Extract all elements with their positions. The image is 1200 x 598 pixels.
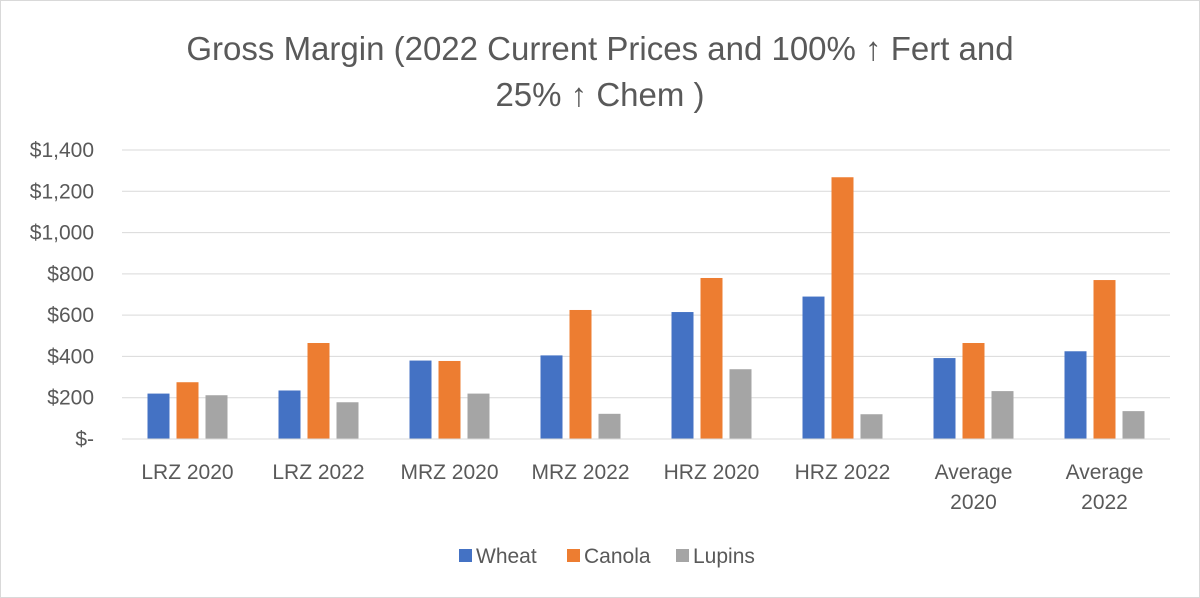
bar-wheat: [540, 355, 563, 439]
bar-wheat: [278, 390, 301, 439]
bar-lupins: [1122, 411, 1145, 439]
legend-label: Wheat: [476, 545, 537, 568]
x-tick-label: 2022: [1081, 491, 1128, 514]
x-tick-label: MRZ 2020: [400, 461, 498, 484]
bar-canola: [1093, 280, 1116, 439]
x-tick-label: LRZ 2022: [272, 461, 364, 484]
bar-canola: [831, 177, 854, 439]
y-tick-label: $-: [75, 428, 94, 451]
legend-swatch: [567, 549, 580, 562]
legend-label: Canola: [584, 545, 651, 568]
x-tick-label: Average: [935, 461, 1013, 484]
bar-lupins: [860, 414, 883, 439]
x-tick-label: 2020: [950, 491, 997, 514]
bar-wheat: [802, 296, 825, 439]
chart-title-line-2: 25% ↑ Chem ): [495, 76, 705, 113]
bar-lupins: [991, 391, 1014, 439]
bar-lupins: [336, 402, 359, 439]
y-tick-label: $200: [47, 387, 94, 410]
bar-canola: [438, 360, 461, 439]
x-tick-label: HRZ 2022: [795, 461, 891, 484]
bar-canola: [962, 343, 985, 439]
y-tick-label: $600: [47, 304, 94, 327]
chart-title: Gross Margin (2022 Current Prices and 10…: [0, 26, 1200, 118]
bar-lupins: [467, 393, 490, 439]
x-tick-label: HRZ 2020: [664, 461, 760, 484]
legend-label: Lupins: [693, 545, 755, 568]
bar-wheat: [409, 360, 432, 439]
x-tick-label: MRZ 2022: [531, 461, 629, 484]
bar-wheat: [147, 393, 170, 439]
y-tick-label: $1,400: [30, 139, 94, 162]
bar-canola: [700, 277, 723, 439]
chart-title-line-1: Gross Margin (2022 Current Prices and 10…: [186, 30, 1014, 67]
y-tick-label: $1,000: [30, 222, 94, 245]
y-tick-label: $1,200: [30, 180, 94, 203]
legend-swatch: [676, 549, 689, 562]
x-tick-label: Average: [1066, 461, 1144, 484]
bar-wheat: [671, 312, 694, 439]
bar-lupins: [205, 395, 228, 439]
y-tick-label: $800: [47, 263, 94, 286]
x-tick-label: LRZ 2020: [141, 461, 233, 484]
bar-canola: [176, 382, 199, 439]
legend-swatch: [459, 549, 472, 562]
bar-canola: [569, 309, 592, 439]
bar-canola: [307, 343, 330, 439]
bar-lupins: [598, 413, 621, 439]
bar-wheat: [1064, 351, 1087, 439]
bar-wheat: [933, 358, 956, 439]
bar-lupins: [729, 369, 752, 439]
y-tick-label: $400: [47, 345, 94, 368]
